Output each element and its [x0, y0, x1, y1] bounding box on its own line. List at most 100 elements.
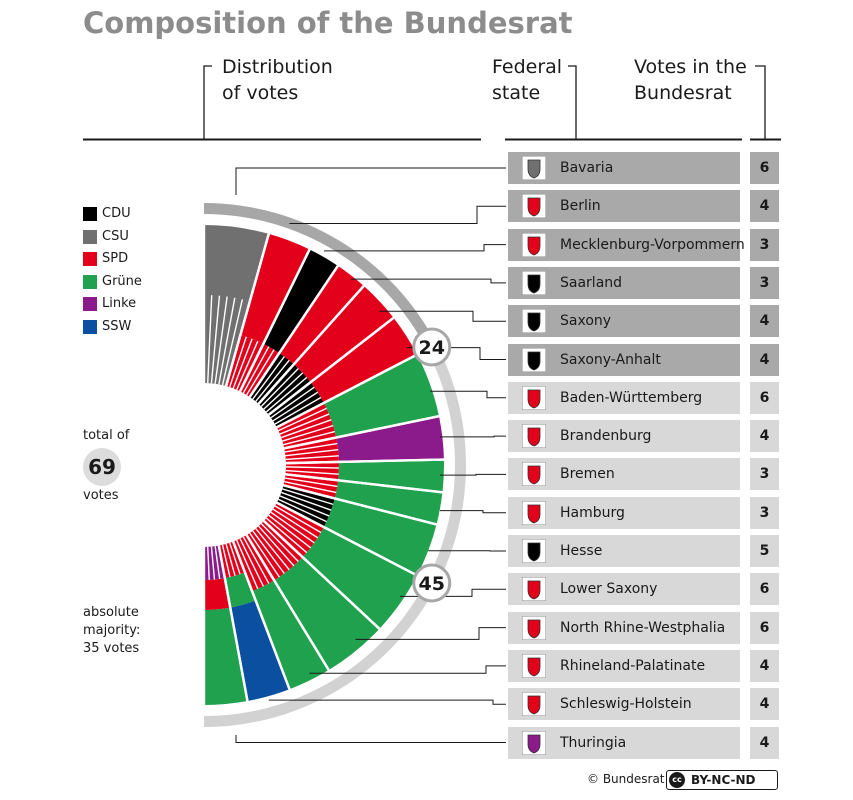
coat-of-arms-icon: [521, 461, 547, 487]
state-row: North Rhine-Westphalia: [508, 611, 740, 644]
coat-of-arms-icon: [521, 538, 547, 564]
seat-separator: [214, 546, 221, 580]
vote-segment: [323, 354, 439, 438]
state-connector: [324, 244, 506, 252]
state-votes: 6: [750, 152, 779, 184]
marker-label: 45: [419, 573, 445, 595]
state-row: Baden-Württemberg: [508, 381, 740, 414]
coat-of-arms-icon: [521, 232, 547, 258]
seat-separator: [272, 508, 319, 539]
state-votes: 3: [750, 496, 779, 529]
seat-separator: [229, 336, 247, 388]
seat-separator: [281, 491, 332, 511]
cc-icon: cc: [669, 772, 685, 788]
seat-separator: [258, 525, 295, 567]
seat-separator: [279, 413, 330, 435]
state-name: Thuringia: [560, 734, 627, 751]
seat-separator: [229, 542, 241, 575]
state-name: Saxony: [560, 313, 612, 330]
seat-separator: [283, 484, 437, 526]
legend-label: SPD: [102, 251, 129, 267]
seat-separator: [285, 473, 443, 494]
vote-segment: [204, 607, 248, 705]
state-row: Rhineland-Palatinate: [508, 649, 740, 682]
vote-segment: [233, 535, 275, 592]
coat-of-arms-icon: [521, 155, 547, 181]
vote-segment: [274, 557, 380, 671]
coat-of-arms-icon: [521, 270, 547, 296]
seat-separator: [265, 517, 308, 554]
seat-separator: [274, 505, 322, 534]
vote-segment: [204, 578, 231, 610]
state-row: Saarland: [508, 266, 740, 299]
state-votes: 3: [750, 266, 779, 299]
vote-segment: [252, 580, 329, 690]
seat-separator: [270, 386, 315, 419]
seat-separator: [239, 538, 264, 587]
seat-separator: [283, 430, 335, 446]
license-text: BY-NC-ND: [691, 773, 756, 787]
coat-of-arms-icon: [521, 691, 547, 717]
seat-separator: [245, 534, 330, 671]
vote-segment: [276, 402, 337, 449]
state-votes: 6: [750, 381, 779, 414]
header-bracket-mid: [568, 65, 577, 139]
state-connector: [379, 310, 506, 322]
seat-separator: [207, 295, 213, 384]
seat-separator: [210, 546, 216, 580]
state-name: Mecklenburg-Vorpommern: [560, 236, 745, 253]
state-row: Schleswig-Holstein: [508, 688, 740, 721]
vote-segment: [246, 520, 303, 581]
state-name: Hesse: [560, 543, 603, 559]
state-votes: 4: [750, 688, 779, 721]
state-name: Saarland: [560, 274, 623, 291]
vote-segment: [240, 233, 310, 344]
seat-separator: [278, 498, 327, 523]
coat-of-arms-icon: [521, 576, 547, 602]
seat-separator: [285, 455, 339, 461]
state-row: Bavaria: [508, 152, 740, 184]
seat-separator: [236, 539, 259, 590]
state-row: Saxony-Anhalt: [508, 343, 740, 376]
header-bracket-right: [755, 65, 766, 139]
seat-separator: [284, 414, 440, 450]
seat-separator: [207, 546, 210, 580]
vote-segment: [334, 480, 443, 525]
legend-swatch: [83, 297, 97, 312]
state-connector: [355, 627, 506, 640]
header-votes: Votes in the Bundesrat: [634, 56, 747, 104]
state-row: Berlin: [508, 190, 740, 223]
legend-label: CDU: [102, 206, 131, 221]
legend-label: Grüne: [102, 273, 142, 289]
header-federal-state: Federal state: [492, 56, 563, 104]
seat-separator: [281, 419, 332, 439]
ring-shaded: [204, 203, 437, 350]
seat-separator: [279, 495, 330, 517]
state-connector: [440, 473, 506, 476]
marker-label: 24: [419, 337, 445, 359]
seat-separator: [276, 353, 418, 429]
seat-separator: [284, 442, 338, 453]
seat-separator: [232, 541, 291, 690]
state-votes: 4: [750, 649, 779, 682]
seat-separator: [255, 359, 290, 402]
vote-segment: [268, 382, 324, 428]
vote-segment: [230, 600, 290, 702]
coat-of-arms-icon: [521, 308, 547, 334]
state-name: Bavaria: [560, 160, 614, 176]
state-row: Lower Saxony: [508, 573, 740, 606]
seat-separator: [268, 316, 395, 416]
state-votes: 4: [750, 420, 779, 453]
seat-separator: [249, 532, 280, 578]
seat-separator: [285, 458, 444, 465]
state-name: Rhineland-Palatinate: [560, 657, 706, 674]
state-name: Lower Saxony: [560, 581, 658, 598]
state-connector: [289, 205, 506, 225]
seat-separator: [221, 299, 244, 386]
vote-segment: [338, 459, 444, 493]
seat-separator: [276, 501, 418, 577]
state-connector: [430, 390, 506, 399]
coat-of-arms-icon: [521, 347, 547, 372]
coat-of-arms-icon: [521, 615, 547, 641]
